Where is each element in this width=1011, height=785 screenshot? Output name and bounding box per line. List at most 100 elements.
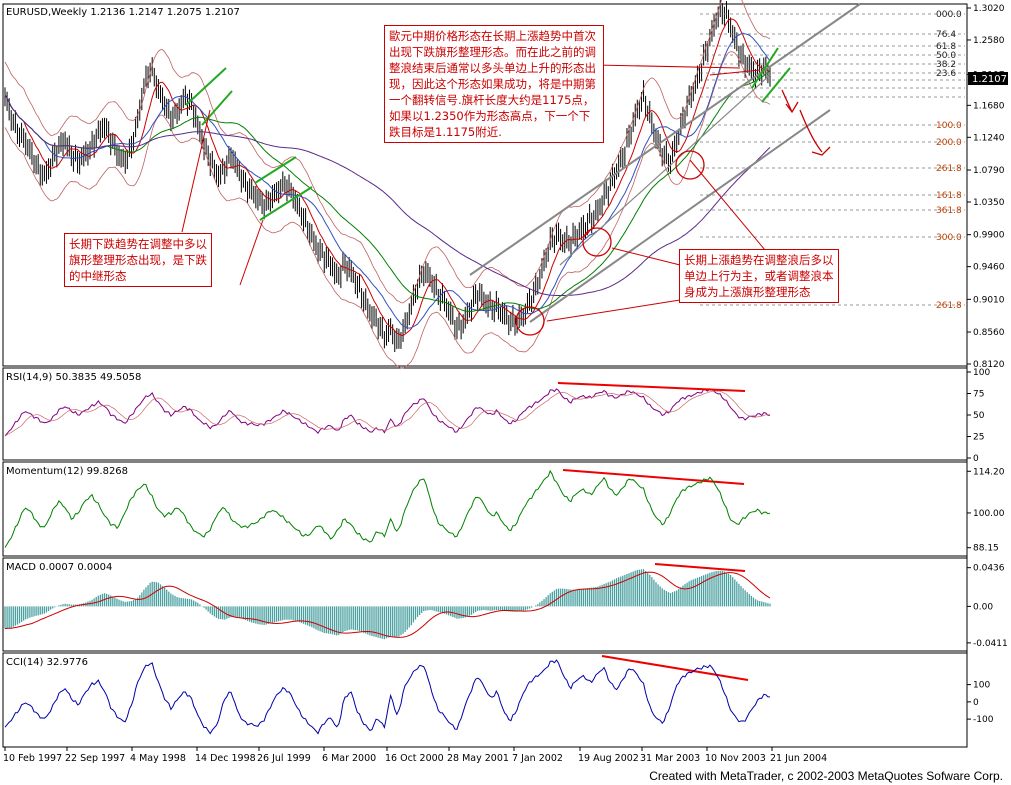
divergence-line — [601, 655, 749, 681]
rsi-y-tick-label: 75 — [973, 390, 984, 400]
channel-upper-line — [469, 3, 861, 276]
momentum-line — [4, 469, 771, 548]
x-tick-label: 22 Sep 1997 — [65, 753, 125, 764]
main-y-tick-label: 0.8120 — [973, 360, 1005, 370]
cci-y-tick-label: -100 — [973, 715, 994, 725]
macd-layer — [4, 569, 771, 640]
cci-layer — [4, 659, 770, 735]
cci-panel — [2, 652, 968, 748]
fib-level-label: 76.4 — [936, 30, 956, 40]
main-y-tick-label: 1.2580 — [973, 36, 1005, 46]
rsi-y-tick-label: 50 — [973, 411, 985, 421]
fib-level-label: 23.6 — [936, 69, 956, 79]
cci-line — [4, 659, 770, 735]
momentum-y-tick-label: 114.20 — [973, 467, 1005, 477]
annotation-right: 长期上漲趋势在调整浪后多以单边上行为主，或者调整浪本身成为上漲旗形整理形态 — [679, 249, 839, 303]
flag-line — [185, 67, 227, 106]
highlight-circle — [582, 227, 612, 257]
rsi-panel — [2, 367, 968, 461]
fib-level-label: 100.0 — [936, 121, 962, 131]
flag-line — [259, 186, 313, 221]
fib-level-label: 361.8 — [936, 206, 962, 216]
main-y-tick-label: 0.9900 — [973, 231, 1005, 241]
footer-credit: Created with MetaTrader, c 2002-2003 Met… — [649, 769, 1003, 783]
macd-y-tick-label: 0.00 — [973, 602, 993, 612]
x-tick-label: 7 Jan 2002 — [512, 753, 563, 764]
ma-green — [4, 70, 771, 312]
main-y-tick-label: 1.3020 — [973, 4, 1005, 14]
channel-mid-line — [559, 74, 771, 266]
momentum-layer — [4, 469, 771, 548]
fib-level-label: 000.0 — [936, 10, 962, 20]
x-tick-label: 16 Oct 2000 — [385, 753, 444, 764]
callout-line — [689, 159, 766, 251]
x-tick-label: 31 Mar 2003 — [640, 753, 700, 764]
x-tick-label: 4 May 1998 — [130, 753, 186, 764]
cci-y-tick-label: 0 — [973, 698, 979, 708]
fib-level-label: 161.8 — [936, 191, 962, 201]
fib-level-label: 200.0 — [936, 138, 962, 148]
fib-level-label: 261.8 — [936, 164, 962, 174]
main-y-tick-label: 1.0790 — [973, 166, 1005, 176]
flag-line — [761, 67, 791, 103]
callout-line — [181, 109, 211, 233]
annotation-left: 长期下跌趋势在调整中多以旗形整理形态出现，是下跌的中继形态 — [64, 233, 212, 287]
main-y-tick-label: 0.8560 — [973, 328, 1005, 338]
macd-title: MACD 0.0007 0.0004 — [6, 562, 112, 573]
macd-y-tick-label: 0.0436 — [973, 564, 1005, 574]
fib-level-label: 61.8 — [936, 42, 956, 52]
callout-line — [546, 299, 681, 322]
cci-y-tick-label: 100 — [973, 681, 990, 691]
x-tick-label: 10 Feb 1997 — [3, 753, 62, 764]
flag-line — [201, 90, 233, 126]
last-price-label: 1.2107 — [972, 74, 1007, 85]
main-y-tick-label: 1.1680 — [973, 101, 1005, 111]
x-tick-label: 21 Jun 2004 — [770, 753, 827, 764]
highlight-circle — [515, 306, 545, 336]
momentum-y-tick-label: 100.00 — [973, 509, 1005, 519]
divergence-line — [654, 563, 746, 572]
callout-line — [595, 64, 741, 69]
macd-y-tick-label: -0.0411 — [973, 639, 1008, 649]
rsi-title: RSI(14,9) 50.3835 49.5058 — [6, 372, 141, 383]
main-y-tick-label: 1.1240 — [973, 133, 1005, 143]
forecast-arrow — [781, 89, 799, 114]
main-y-tick-label: 0.9010 — [973, 295, 1005, 305]
x-tick-label: 26 Jul 1999 — [257, 753, 311, 764]
cci-title: CCI(14) 32.9776 — [6, 657, 88, 668]
annotation-top: 歐元中期价格形态在长期上漲趋势中首次出现下跌旗形整理形态。而在此之前的调整浪结束… — [384, 25, 604, 143]
ma-purple — [4, 94, 771, 296]
callout-line — [239, 219, 264, 286]
main-title: EURUSD,Weekly 1.2136 1.2147 1.2075 1.210… — [6, 7, 240, 18]
rsi-line — [4, 388, 770, 437]
main-price-layer: 000.0 76.4 61.850.038.223.6 100.0 200.0 261.8… — [4, 0, 965, 369]
bollinger-lower — [4, 51, 771, 369]
callout-line — [709, 69, 761, 76]
fib-level-label: 261.8 — [936, 301, 962, 311]
rsi-signal-line — [4, 390, 771, 437]
last-price-marker — [968, 72, 1008, 85]
x-tick-label: 6 Mar 2000 — [322, 753, 376, 764]
x-tick-label: 19 Aug 2002 — [578, 753, 639, 764]
rsi-y-tick-label: 100 — [973, 368, 990, 378]
channel-lower-line — [529, 109, 831, 323]
momentum-title: Momentum(12) 99.8268 — [6, 466, 128, 477]
main-y-tick-label: 0.9460 — [973, 263, 1005, 273]
momentum-panel — [2, 461, 968, 557]
ma-blue — [4, 32, 771, 329]
divergence-line — [557, 382, 746, 392]
rsi-y-tick-label: 0 — [973, 454, 979, 464]
flag-line — [751, 47, 779, 89]
macd-panel — [2, 557, 968, 652]
rsi-y-tick-label: 25 — [973, 433, 984, 443]
forecast-arrow — [799, 109, 831, 156]
x-tick-label: 10 Nov 2003 — [705, 753, 766, 764]
fib-level-label: 300.0 — [936, 233, 962, 243]
x-tick-label: 14 Dec 1998 — [195, 753, 256, 764]
fib-level-label: 38.2 — [936, 60, 956, 70]
fib-level-label: 50.0 — [936, 51, 956, 61]
bollinger-upper — [4, 0, 771, 304]
momentum-y-tick-label: 88.15 — [973, 544, 999, 554]
main-y-tick-label: 1.0350 — [973, 198, 1005, 208]
flag-line — [254, 156, 297, 184]
